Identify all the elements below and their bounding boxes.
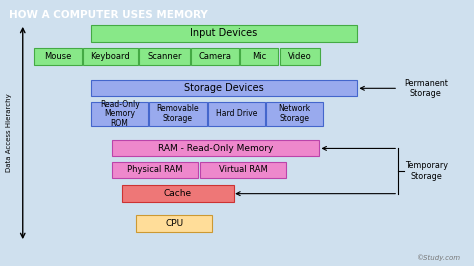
Text: ©Study.com: ©Study.com (416, 255, 460, 261)
Text: Storage Devices: Storage Devices (184, 84, 264, 93)
Text: Temporary
Storage: Temporary Storage (405, 161, 448, 181)
Text: Virtual RAM: Virtual RAM (219, 165, 267, 174)
Text: Mouse: Mouse (45, 52, 72, 61)
Text: RAM - Read-Only Memory: RAM - Read-Only Memory (158, 144, 273, 153)
Text: Scanner: Scanner (147, 52, 182, 61)
FancyBboxPatch shape (149, 102, 207, 126)
FancyBboxPatch shape (91, 80, 357, 97)
Text: Network
Storage: Network Storage (279, 104, 310, 123)
FancyBboxPatch shape (266, 102, 323, 126)
Text: Permanent
Storage: Permanent Storage (404, 79, 448, 98)
FancyBboxPatch shape (240, 48, 278, 65)
Text: Data Access Hierarchy: Data Access Hierarchy (7, 94, 12, 172)
Text: Hard Drive: Hard Drive (216, 109, 257, 118)
FancyBboxPatch shape (139, 48, 190, 65)
FancyBboxPatch shape (112, 161, 198, 178)
FancyBboxPatch shape (280, 48, 320, 65)
FancyBboxPatch shape (200, 161, 286, 178)
Text: Removable
Storage: Removable Storage (157, 104, 199, 123)
Text: Read-Only
Memory
ROM: Read-Only Memory ROM (100, 99, 139, 128)
FancyBboxPatch shape (112, 140, 319, 156)
Text: HOW A COMPUTER USES MEMORY: HOW A COMPUTER USES MEMORY (9, 10, 208, 20)
Text: Keyboard: Keyboard (91, 52, 130, 61)
Text: Mic: Mic (252, 52, 266, 61)
Text: Camera: Camera (199, 52, 231, 61)
Text: Cache: Cache (164, 189, 192, 198)
FancyBboxPatch shape (91, 102, 148, 126)
Text: Physical RAM: Physical RAM (128, 165, 183, 174)
Text: CPU: CPU (165, 219, 183, 228)
FancyBboxPatch shape (136, 215, 212, 232)
FancyBboxPatch shape (191, 48, 239, 65)
FancyBboxPatch shape (91, 24, 357, 42)
Text: Video: Video (288, 52, 312, 61)
FancyBboxPatch shape (34, 48, 82, 65)
FancyBboxPatch shape (122, 185, 234, 202)
FancyBboxPatch shape (83, 48, 138, 65)
Text: Input Devices: Input Devices (191, 28, 257, 38)
FancyBboxPatch shape (208, 102, 265, 126)
